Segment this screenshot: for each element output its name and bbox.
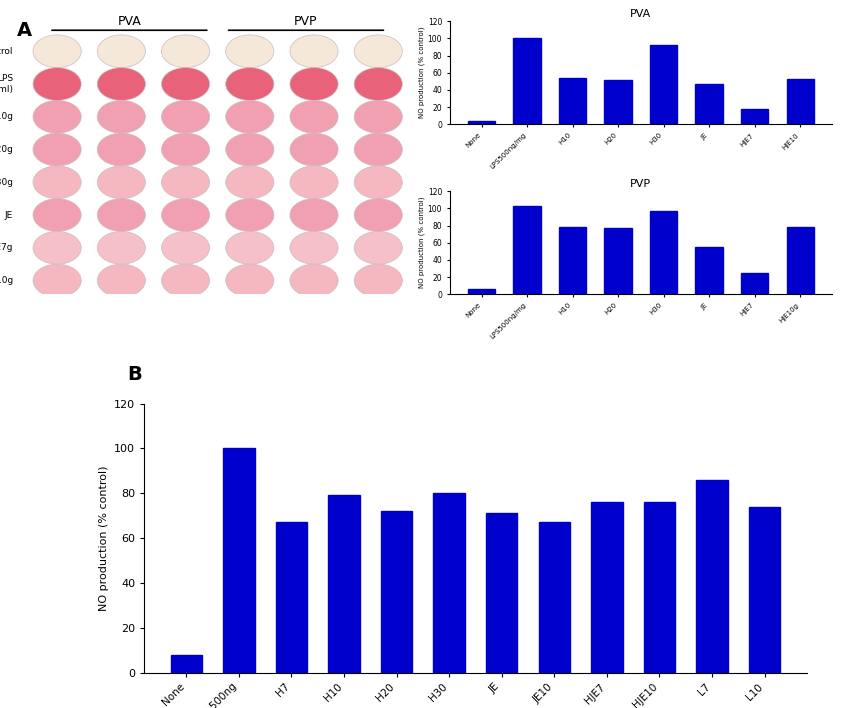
Bar — [381, 511, 413, 673]
Circle shape — [354, 68, 402, 101]
Bar — [468, 121, 495, 124]
Circle shape — [98, 264, 145, 297]
Circle shape — [33, 68, 82, 101]
Text: LPS
(500 ng/ml): LPS (500 ng/ml) — [0, 74, 13, 93]
Bar — [591, 502, 622, 673]
Circle shape — [33, 264, 82, 297]
Circle shape — [226, 68, 274, 101]
Bar — [604, 228, 632, 295]
Circle shape — [226, 166, 274, 199]
Bar — [276, 523, 307, 673]
Bar — [749, 507, 780, 673]
Circle shape — [290, 68, 338, 101]
Circle shape — [354, 101, 402, 133]
Circle shape — [33, 232, 82, 264]
Bar — [786, 79, 814, 124]
Title: PVA: PVA — [630, 9, 651, 19]
Circle shape — [354, 264, 402, 297]
Circle shape — [226, 35, 274, 68]
Bar — [468, 289, 495, 295]
Circle shape — [290, 35, 338, 68]
Circle shape — [226, 101, 274, 133]
Y-axis label: NO production (% control): NO production (% control) — [419, 27, 424, 118]
Circle shape — [33, 133, 82, 166]
Y-axis label: NO production (% control): NO production (% control) — [98, 465, 109, 611]
Circle shape — [226, 232, 274, 264]
Text: B: B — [127, 365, 142, 384]
Bar — [741, 273, 768, 295]
Bar — [223, 448, 255, 673]
Bar — [786, 227, 814, 295]
Circle shape — [33, 166, 82, 199]
Bar — [644, 502, 675, 673]
Text: H30g: H30g — [0, 178, 13, 187]
Circle shape — [161, 68, 210, 101]
Circle shape — [354, 133, 402, 166]
Circle shape — [161, 101, 210, 133]
Text: JE: JE — [5, 210, 13, 219]
Text: PVP: PVP — [295, 15, 318, 28]
Bar — [696, 480, 728, 673]
Bar — [538, 523, 570, 673]
Bar — [650, 211, 678, 295]
Title: PVP: PVP — [630, 179, 651, 189]
Circle shape — [290, 199, 338, 232]
Circle shape — [161, 166, 210, 199]
Text: control: control — [0, 47, 13, 56]
Circle shape — [354, 232, 402, 264]
Circle shape — [290, 101, 338, 133]
Circle shape — [98, 133, 145, 166]
Bar — [741, 109, 768, 124]
Bar — [650, 45, 678, 124]
Text: HJE7g: HJE7g — [0, 244, 13, 252]
Bar — [514, 38, 541, 124]
Circle shape — [161, 133, 210, 166]
Circle shape — [98, 35, 145, 68]
Circle shape — [290, 133, 338, 166]
Text: PVA: PVA — [117, 15, 141, 28]
Circle shape — [354, 166, 402, 199]
Circle shape — [98, 101, 145, 133]
Circle shape — [98, 68, 145, 101]
Circle shape — [33, 199, 82, 232]
Circle shape — [354, 199, 402, 232]
Text: HJE10g: HJE10g — [0, 276, 13, 285]
Bar — [559, 227, 587, 295]
Circle shape — [161, 264, 210, 297]
Circle shape — [290, 232, 338, 264]
Circle shape — [98, 166, 145, 199]
Bar — [695, 247, 722, 295]
Bar — [514, 206, 541, 295]
Text: A: A — [17, 21, 32, 40]
Circle shape — [33, 35, 82, 68]
Y-axis label: NO production (% control): NO production (% control) — [419, 197, 424, 288]
Circle shape — [161, 35, 210, 68]
Circle shape — [226, 133, 274, 166]
Text: H10g: H10g — [0, 113, 13, 121]
Bar — [433, 493, 465, 673]
Bar — [559, 78, 587, 124]
Bar — [329, 496, 360, 673]
Bar — [604, 79, 632, 124]
Bar — [171, 655, 202, 673]
Circle shape — [98, 232, 145, 264]
Text: H20g: H20g — [0, 145, 13, 154]
Circle shape — [290, 264, 338, 297]
Circle shape — [354, 35, 402, 68]
Bar — [486, 513, 518, 673]
Circle shape — [290, 166, 338, 199]
Circle shape — [161, 232, 210, 264]
Bar — [695, 84, 722, 124]
Circle shape — [226, 199, 274, 232]
Circle shape — [161, 199, 210, 232]
Circle shape — [98, 199, 145, 232]
Circle shape — [226, 264, 274, 297]
Circle shape — [33, 101, 82, 133]
